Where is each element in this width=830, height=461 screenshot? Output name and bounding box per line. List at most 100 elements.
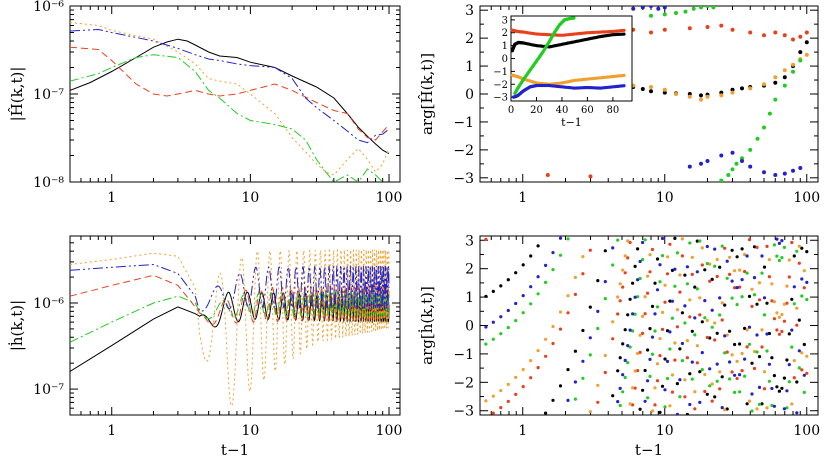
series-point-3	[752, 293, 757, 297]
series-point-0	[544, 411, 548, 415]
series-point-4	[628, 328, 632, 332]
series-point-3	[685, 282, 690, 286]
series-point-4	[521, 294, 525, 298]
inset-y-tick-label: −2	[493, 80, 508, 91]
series-point-0	[787, 332, 791, 336]
series-point-2	[733, 269, 737, 273]
series-point-3	[665, 376, 670, 381]
series-point-1	[755, 245, 759, 249]
series-point-4	[616, 400, 620, 404]
series-point-0	[506, 278, 510, 282]
series-point-0	[636, 247, 640, 251]
series-point-3	[710, 325, 714, 329]
series-point-0	[623, 328, 627, 332]
series-point-3	[499, 332, 503, 336]
y-tick-label: −1	[453, 115, 474, 131]
series-point-0	[638, 407, 642, 411]
series-point-1	[718, 387, 722, 391]
series-point-1	[723, 246, 727, 250]
series-point-3	[745, 271, 749, 275]
series-point-4	[662, 6, 667, 10]
series-line-4	[70, 28, 390, 144]
series-point-2	[491, 394, 495, 398]
y-tick-label: −2	[453, 375, 474, 391]
series-point-0	[641, 388, 645, 392]
series-point-2	[678, 273, 682, 277]
series-point-0	[573, 349, 578, 353]
series-point-1	[685, 356, 690, 360]
series-point-2	[777, 315, 782, 319]
series-point-4	[770, 386, 774, 391]
series-point-1	[663, 300, 667, 304]
series-point-0	[755, 302, 759, 306]
series-point-0	[735, 255, 739, 259]
series-point-4	[698, 400, 702, 404]
series-point-3	[646, 396, 650, 400]
series-point-1	[710, 399, 714, 403]
series-point-1	[715, 274, 719, 279]
series-point-3	[484, 342, 488, 346]
series-point-2	[780, 312, 784, 317]
series-point-2	[719, 93, 724, 98]
series-point-2	[655, 362, 660, 366]
x-tick-label: 1	[518, 423, 527, 439]
series-point-2	[662, 87, 667, 92]
series-point-1	[800, 368, 804, 372]
series-point-2	[663, 283, 667, 287]
series-point-1	[506, 399, 510, 403]
series-point-1	[713, 338, 717, 342]
series-point-4	[588, 336, 592, 340]
series-point-0	[740, 247, 744, 251]
series-point-2	[705, 94, 710, 99]
series-point-4	[755, 333, 759, 337]
series-point-3	[643, 238, 647, 242]
series-point-4	[544, 263, 548, 267]
series-point-0	[772, 374, 777, 378]
series-point-2	[685, 339, 690, 343]
series-point-0	[723, 303, 727, 307]
series-point-4	[760, 254, 764, 258]
series-point-1	[698, 313, 702, 317]
series-point-4	[673, 267, 677, 271]
series-point-4	[663, 388, 667, 392]
series-point-4	[623, 358, 627, 362]
series-point-2	[772, 300, 777, 304]
y-tick-label: 10⁻⁸	[33, 175, 64, 191]
series-point-4	[747, 325, 752, 329]
series-point-4	[775, 237, 779, 241]
series-point-4	[713, 247, 717, 251]
series-point-4	[687, 164, 692, 169]
y-tick-label: 1	[465, 290, 474, 306]
series-point-0	[765, 301, 769, 305]
series-point-3	[636, 295, 640, 299]
series-point-1	[728, 272, 732, 276]
series-point-4	[757, 385, 762, 389]
series-point-1	[643, 312, 647, 316]
inset-y-tick-label: 3	[502, 15, 508, 26]
series-point-4	[738, 373, 742, 377]
series-point-0	[782, 75, 787, 80]
series-point-0	[718, 265, 722, 269]
series-point-3	[735, 303, 739, 307]
series-point-2	[695, 344, 699, 348]
series-point-2	[723, 408, 727, 412]
series-point-4	[733, 373, 737, 377]
series-point-3	[536, 292, 540, 296]
series-point-0	[802, 342, 806, 347]
series-point-2	[787, 258, 791, 262]
series-point-4	[499, 315, 503, 319]
series-point-1	[616, 312, 620, 316]
series-point-1	[521, 385, 525, 389]
series-point-4	[748, 164, 753, 169]
series-point-3	[782, 245, 787, 249]
series-point-3	[798, 58, 803, 63]
series-point-1	[688, 315, 692, 319]
series-point-4	[772, 404, 777, 408]
series-point-3	[683, 9, 688, 14]
series-point-1	[678, 290, 682, 294]
series-point-4	[765, 332, 769, 336]
series-point-1	[611, 337, 615, 341]
series-point-4	[745, 254, 749, 258]
series-point-3	[641, 258, 645, 262]
